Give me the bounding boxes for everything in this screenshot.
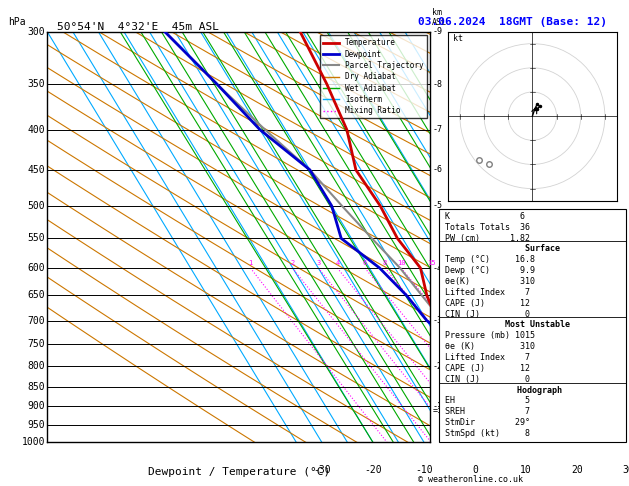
Text: 10: 10 [520,465,532,475]
Text: Surface: Surface [505,244,560,253]
Text: 500: 500 [28,201,45,211]
Text: -30: -30 [313,465,331,475]
Text: θe (K)         310: θe (K) 310 [445,342,535,351]
Text: 400: 400 [28,125,45,135]
Text: 2: 2 [291,260,294,266]
Text: 550: 550 [28,233,45,243]
Text: 15: 15 [426,260,435,266]
Legend: Temperature, Dewpoint, Parcel Trajectory, Dry Adiabat, Wet Adiabat, Isotherm, Mi: Temperature, Dewpoint, Parcel Trajectory… [320,35,426,118]
Text: Mixing Ratio (g/kg): Mixing Ratio (g/kg) [452,210,460,305]
Text: -6: -6 [432,165,442,174]
Text: Temp (°C)     16.8: Temp (°C) 16.8 [445,255,535,264]
Text: -20: -20 [364,465,382,475]
Text: -2: -2 [432,362,442,371]
Text: 20: 20 [571,465,583,475]
Text: 600: 600 [28,263,45,273]
Text: 650: 650 [28,290,45,300]
Text: -8: -8 [432,80,442,88]
Text: Dewp (°C)      9.9: Dewp (°C) 9.9 [445,266,535,275]
Text: 03.06.2024  18GMT (Base: 12): 03.06.2024 18GMT (Base: 12) [418,17,607,27]
Text: SREH            7: SREH 7 [445,407,530,417]
Text: Lifted Index    7: Lifted Index 7 [445,353,530,362]
Text: θe(K)          310: θe(K) 310 [445,277,535,286]
Text: Lifted Index    7: Lifted Index 7 [445,288,530,297]
Text: 50°54'N  4°32'E  45m ASL: 50°54'N 4°32'E 45m ASL [57,22,219,32]
FancyBboxPatch shape [439,209,626,442]
Text: Pressure (mb) 1015: Pressure (mb) 1015 [445,331,535,340]
Text: 450: 450 [28,165,45,175]
Text: 1000: 1000 [22,437,45,447]
Text: CAPE (J)       12: CAPE (J) 12 [445,299,530,308]
Text: -9: -9 [432,27,442,36]
Text: EH              5: EH 5 [445,397,530,405]
Text: 3: 3 [316,260,321,266]
Text: km
ASL: km ASL [432,8,447,28]
Text: -4: -4 [432,263,442,273]
Text: CIN (J)         0: CIN (J) 0 [445,310,530,319]
Text: kt: kt [453,34,463,43]
Text: -5: -5 [432,201,442,210]
X-axis label: Dewpoint / Temperature (°C): Dewpoint / Temperature (°C) [148,467,330,477]
Text: CIN (J)         0: CIN (J) 0 [445,375,530,384]
Text: 850: 850 [28,382,45,392]
Text: Hodograph: Hodograph [503,385,562,395]
Text: © weatheronline.co.uk: © weatheronline.co.uk [418,474,523,484]
Text: 750: 750 [28,339,45,349]
Text: 700: 700 [28,315,45,326]
Text: StmDir        29°: StmDir 29° [445,418,530,427]
Text: =1LCL: =1LCL [432,406,457,415]
Text: -7: -7 [432,125,442,134]
Text: PW (cm)      1.82: PW (cm) 1.82 [445,234,530,243]
Text: -1: -1 [432,402,442,411]
Text: 0: 0 [472,465,478,475]
Text: -10: -10 [415,465,433,475]
Text: 800: 800 [28,361,45,371]
Text: K              6: K 6 [445,212,525,221]
Text: 300: 300 [28,27,45,36]
Text: 10: 10 [397,260,405,266]
Text: StmSpd (kt)     8: StmSpd (kt) 8 [445,429,530,438]
Text: Totals Totals  36: Totals Totals 36 [445,223,530,232]
Text: -3: -3 [432,316,442,325]
Text: 25: 25 [465,260,474,266]
Text: 30: 30 [623,465,629,475]
Text: 8: 8 [383,260,387,266]
Text: 1: 1 [248,260,253,266]
Text: 4: 4 [335,260,340,266]
Text: 350: 350 [28,79,45,89]
Text: 900: 900 [28,401,45,411]
Text: hPa: hPa [8,17,26,28]
Text: 6: 6 [363,260,367,266]
Text: Most Unstable: Most Unstable [495,320,570,330]
Text: 20: 20 [448,260,457,266]
Text: CAPE (J)       12: CAPE (J) 12 [445,364,530,373]
Text: 950: 950 [28,420,45,430]
